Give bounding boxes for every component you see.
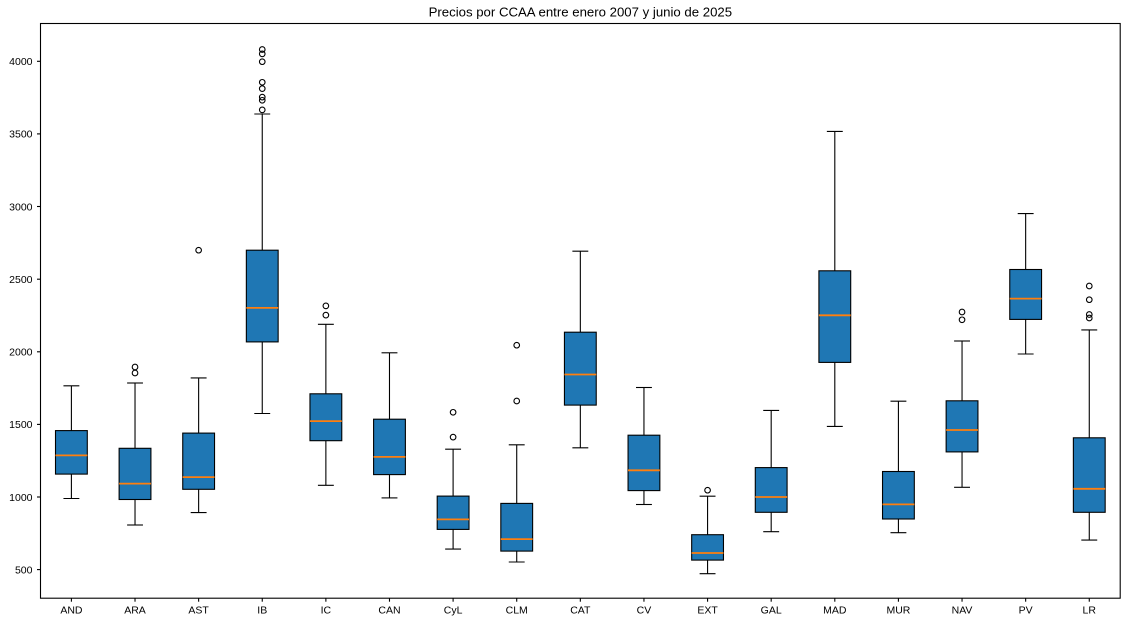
- svg-text:1500: 1500: [9, 419, 33, 431]
- svg-text:CV: CV: [637, 605, 652, 617]
- svg-text:2500: 2500: [9, 274, 33, 286]
- svg-text:CyL: CyL: [444, 605, 463, 617]
- svg-text:NAV: NAV: [952, 605, 973, 617]
- svg-text:4000: 4000: [9, 56, 33, 68]
- svg-text:MAD: MAD: [823, 605, 847, 617]
- svg-text:3500: 3500: [9, 129, 33, 141]
- svg-text:LR: LR: [1083, 605, 1097, 617]
- svg-text:3000: 3000: [9, 201, 33, 213]
- svg-text:GAL: GAL: [761, 605, 782, 617]
- svg-text:Precios por CCAA entre enero 2: Precios por CCAA entre enero 2007 y juni…: [429, 5, 733, 20]
- svg-text:MUR: MUR: [886, 605, 910, 617]
- svg-text:1000: 1000: [9, 492, 33, 504]
- svg-text:PV: PV: [1019, 605, 1033, 617]
- svg-text:500: 500: [15, 564, 33, 576]
- svg-text:AST: AST: [188, 605, 209, 617]
- svg-text:CLM: CLM: [506, 605, 528, 617]
- svg-text:CAN: CAN: [378, 605, 400, 617]
- svg-text:EXT: EXT: [697, 605, 718, 617]
- svg-text:2000: 2000: [9, 347, 33, 359]
- svg-text:CAT: CAT: [570, 605, 591, 617]
- svg-text:IB: IB: [257, 605, 267, 617]
- svg-text:AND: AND: [60, 605, 83, 617]
- svg-text:IC: IC: [321, 605, 332, 617]
- svg-text:ARA: ARA: [124, 605, 146, 617]
